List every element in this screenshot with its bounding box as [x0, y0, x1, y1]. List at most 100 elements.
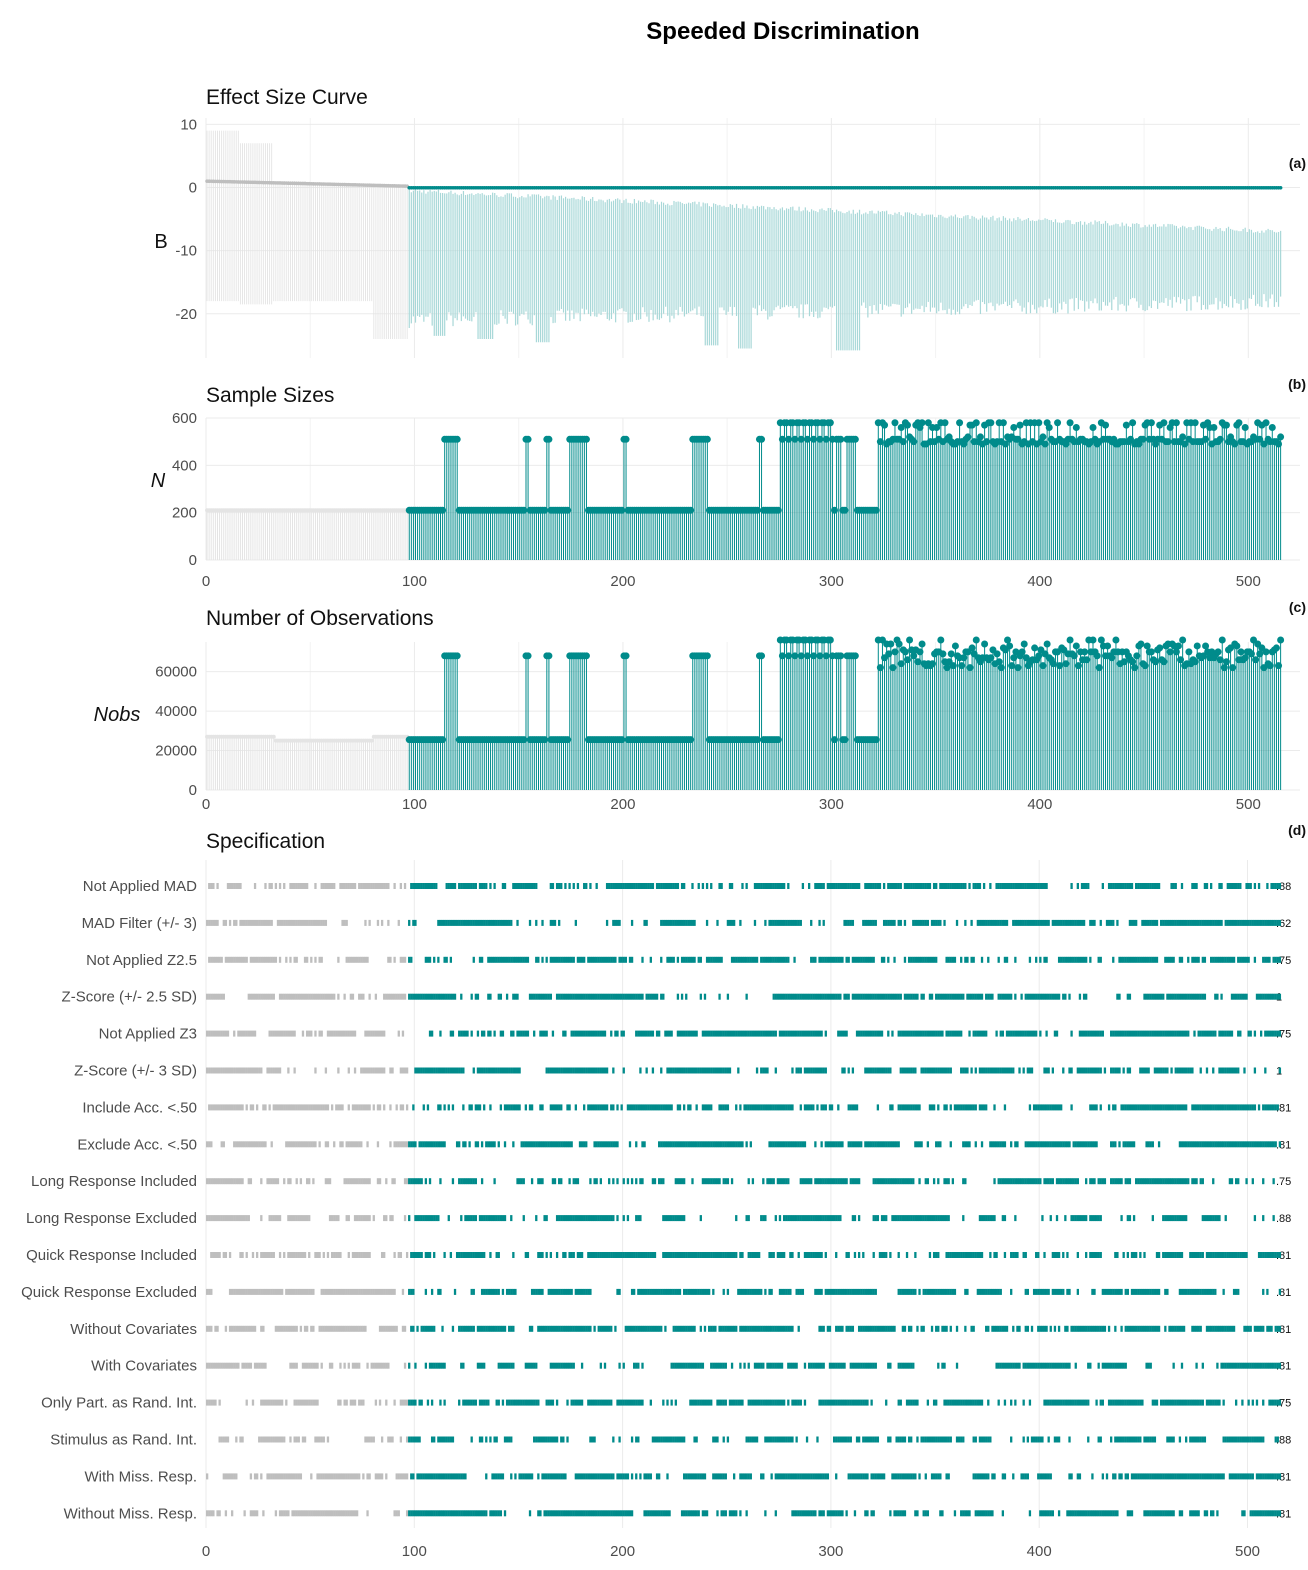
spec-cell — [1122, 1030, 1125, 1037]
spec-cell — [343, 883, 346, 889]
spec-cell — [937, 993, 940, 1000]
spec-cell — [903, 993, 907, 1000]
spec-cell — [516, 993, 519, 1000]
spec-cell — [997, 919, 1000, 926]
spec-cell — [543, 1030, 546, 1037]
spec-cell — [1216, 919, 1219, 926]
spec-cell — [968, 993, 971, 1000]
spec-cell — [864, 956, 867, 963]
panel-b-point — [524, 435, 532, 443]
spec-cell — [287, 993, 290, 1000]
spec-cell — [847, 956, 850, 963]
spec-cell — [576, 956, 580, 963]
spec-cell — [712, 956, 715, 963]
spec-cell — [755, 956, 759, 963]
spec-cell — [1199, 1030, 1202, 1037]
spec-cell — [910, 993, 913, 1000]
panel-d-x-tick-label: 300 — [818, 1543, 843, 1560]
spec-cell — [328, 1030, 332, 1037]
spec-cell — [953, 883, 957, 889]
spec-cell — [982, 919, 986, 926]
spec-cell — [364, 1030, 367, 1037]
spec-cell — [930, 993, 934, 1000]
spec-cell — [572, 883, 575, 889]
spec-cell — [1014, 919, 1017, 926]
spec-cell — [341, 919, 344, 926]
spec-cell — [1012, 919, 1015, 926]
spec-cell — [1053, 993, 1057, 1000]
spec-cell — [843, 993, 846, 1000]
panel-b-point — [1054, 419, 1062, 427]
spec-cell — [1278, 993, 1282, 1000]
spec-cell — [897, 993, 900, 1000]
spec-cell — [612, 883, 615, 889]
spec-cell — [732, 1030, 736, 1037]
spec-cell — [255, 1067, 259, 1074]
spec-cell — [862, 919, 865, 926]
spec-cell — [810, 1030, 813, 1037]
spec-cell — [880, 1030, 884, 1037]
spec-cell — [757, 883, 761, 889]
spec-cell — [970, 956, 973, 963]
spec-cell — [1268, 956, 1271, 963]
spec-cell — [401, 993, 405, 1000]
spec-cell — [516, 883, 519, 889]
panel-c-point — [906, 636, 914, 644]
spec-cell — [220, 956, 223, 963]
spec-cell — [905, 883, 909, 889]
spec-cell — [445, 919, 448, 926]
spec-cell — [587, 956, 590, 963]
spec-cell — [280, 993, 284, 1000]
spec-cell — [972, 883, 975, 889]
spec-cell — [1247, 919, 1250, 926]
spec-cell — [549, 883, 552, 889]
spec-cell — [239, 956, 242, 963]
spec-cell — [289, 919, 292, 926]
spec-cell — [478, 883, 482, 889]
panel-b-point — [582, 435, 590, 443]
spec-cell — [220, 993, 223, 1000]
spec-cell — [278, 919, 282, 926]
spec-cell — [1078, 993, 1082, 1000]
spec-cell — [212, 883, 215, 889]
spec-cell — [255, 993, 259, 1000]
spec-cell — [718, 1030, 721, 1037]
spec-cell — [1264, 956, 1267, 963]
spec-cell — [341, 1030, 344, 1037]
spec-cell — [210, 993, 213, 1000]
spec-cell — [401, 1067, 405, 1074]
spec-cell — [1166, 1030, 1169, 1037]
spec-cell — [878, 993, 882, 1000]
spec-cell — [1128, 993, 1132, 1000]
spec-cell — [297, 883, 300, 889]
panel-a-y-tick-label: 10 — [180, 116, 197, 133]
spec-cell — [999, 883, 1002, 889]
panel-c-y-tick-label: 20000 — [155, 743, 197, 760]
spec-cell — [224, 919, 228, 926]
panel-b-point — [941, 419, 949, 427]
spec-cell — [655, 993, 659, 1000]
spec-cell — [630, 919, 634, 926]
spec-cell — [922, 993, 925, 1000]
panel-c-point — [993, 650, 1001, 658]
spec-cell — [295, 956, 298, 963]
spec-cell — [826, 883, 830, 889]
spec-cell — [839, 883, 842, 889]
spec-cell — [916, 919, 919, 926]
spec-cell — [1066, 919, 1069, 926]
spec-cell — [941, 883, 944, 889]
spec-cell — [476, 993, 480, 1000]
spec-cell — [533, 1030, 536, 1037]
spec-cell — [730, 919, 734, 926]
spec-cell — [1112, 919, 1115, 926]
spec-cell — [753, 956, 757, 963]
spec-cell — [424, 883, 428, 889]
spec-cell — [416, 883, 419, 889]
spec-cell — [874, 919, 877, 926]
spec-cell — [1224, 956, 1227, 963]
spec-cell — [845, 883, 848, 889]
spec-cell — [1232, 883, 1236, 889]
spec-cell — [437, 919, 440, 926]
spec-cell — [322, 993, 325, 1000]
spec-cell — [1182, 1030, 1186, 1037]
